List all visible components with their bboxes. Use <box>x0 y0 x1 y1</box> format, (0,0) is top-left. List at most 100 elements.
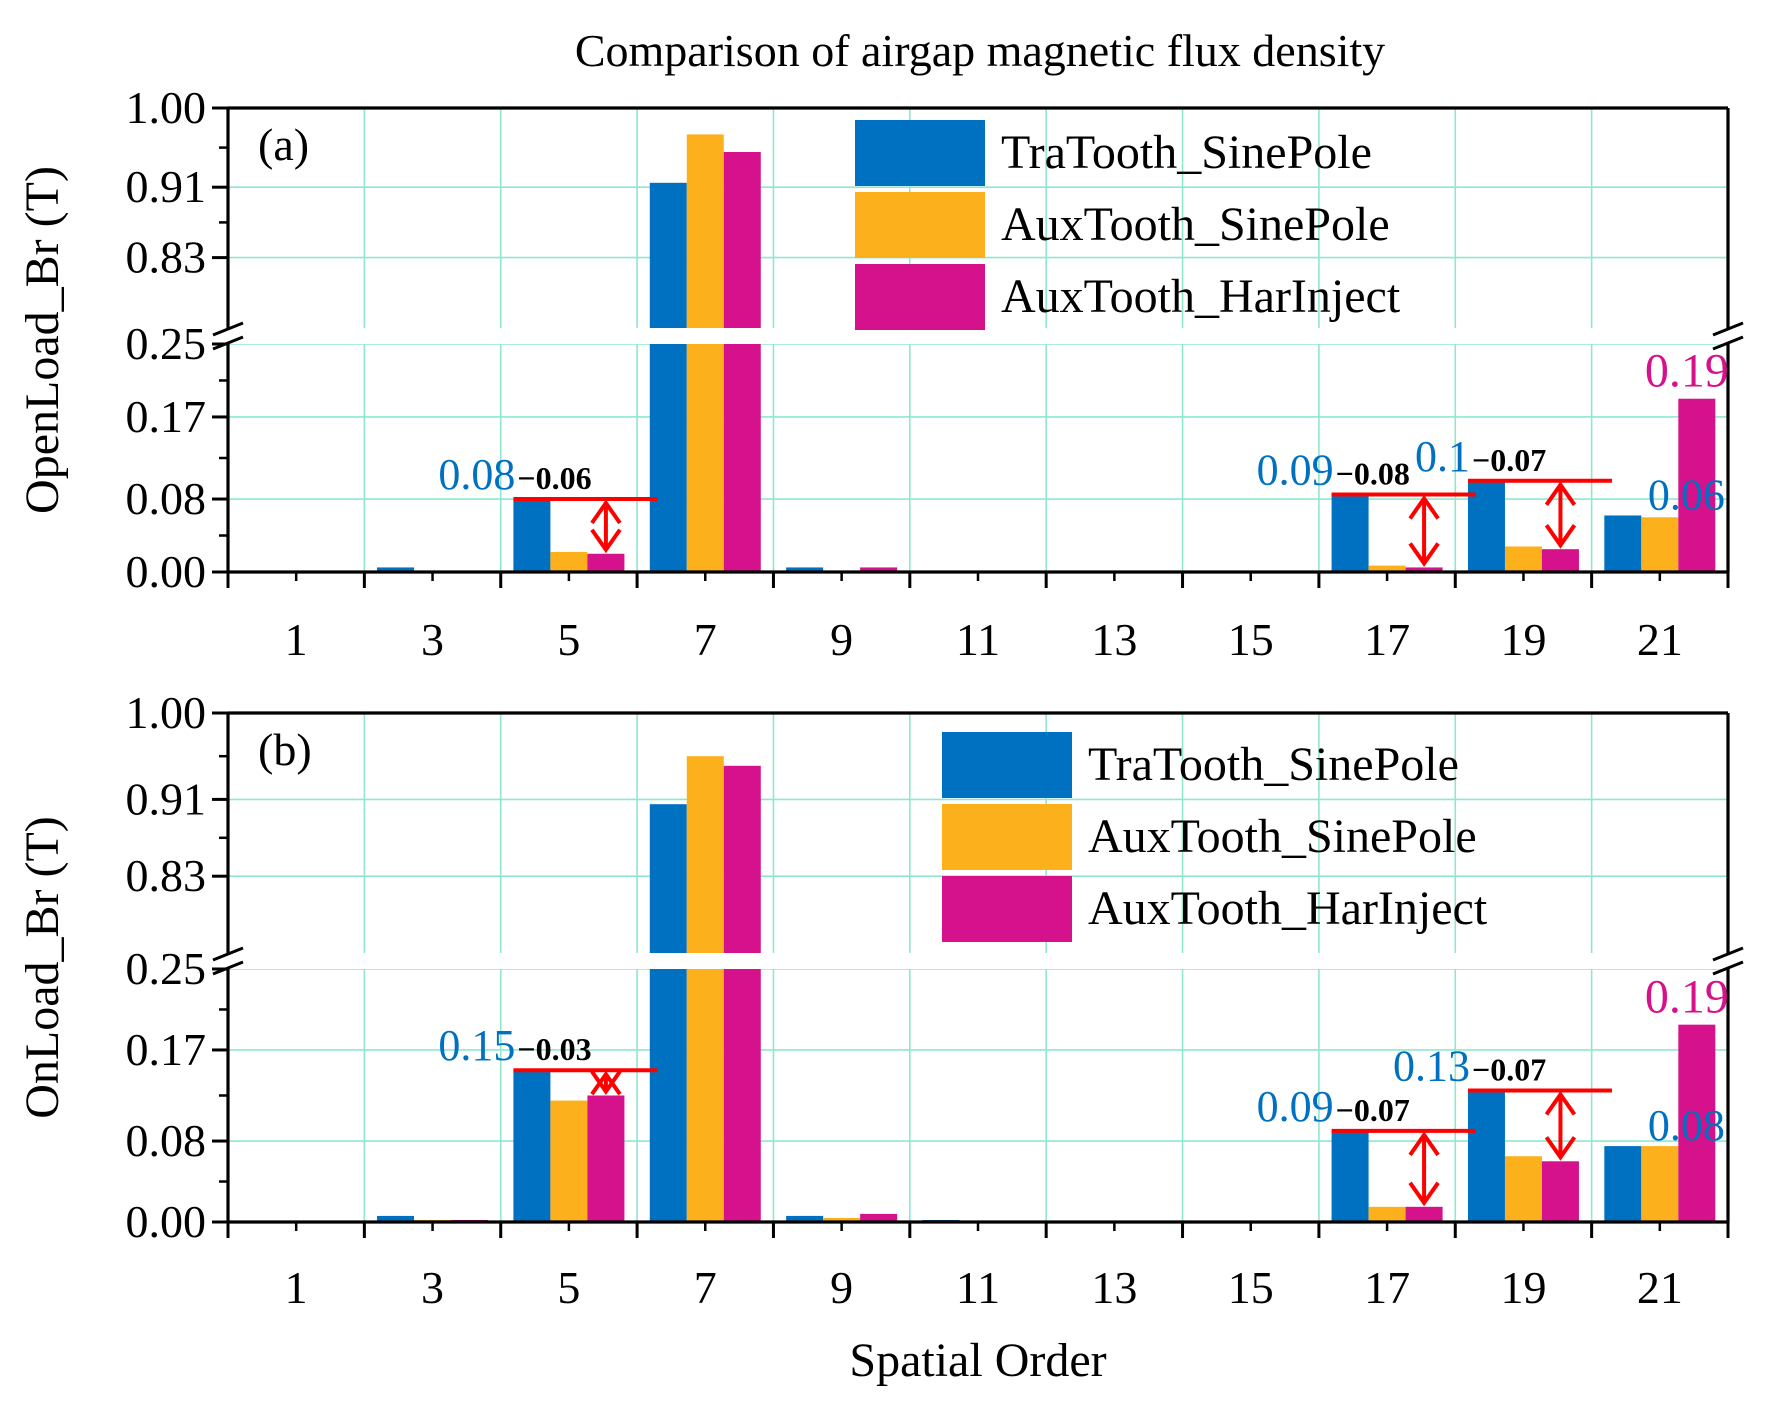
legend-swatch-TraTooth_SinePole <box>855 120 985 186</box>
y-tick-label: 0.08 <box>126 1115 207 1166</box>
bar-TraTooth_SinePole-order-3 <box>377 567 415 572</box>
legend-swatch-AuxTooth_SinePole <box>942 804 1072 870</box>
y-tick-label: 1.00 <box>126 687 207 738</box>
annotation-value: 0.1 <box>1415 432 1470 481</box>
bar-TraTooth_SinePole-order-5 <box>513 1070 551 1222</box>
bar-TraTooth_SinePole-order-21 <box>1604 1146 1642 1222</box>
axes: 1 3 5 7 9 11 13 15 17 19 210.000.080.170.250.830.9… <box>126 687 1730 1313</box>
legend-label: TraTooth_SinePole <box>1088 738 1459 791</box>
annotation-delta: −0.07 <box>1472 1051 1546 1087</box>
bar-AuxTooth_HarInject-order-21 <box>1678 1024 1716 1222</box>
bar-AuxTooth_HarInject-order-5 <box>587 1095 625 1222</box>
x-tick-label: 11 <box>956 614 1000 665</box>
annotation-delta: −0.06 <box>517 460 591 496</box>
arrow-head-up <box>590 499 622 525</box>
y-tick-label: 0.00 <box>126 1196 207 1247</box>
x-tick-label: 13 <box>1091 1262 1137 1313</box>
figure-title: Comparison of airgap magnetic flux densi… <box>575 25 1385 76</box>
x-tick-label: 7 <box>694 614 717 665</box>
bar-AuxTooth_HarInject-order-19 <box>1541 549 1579 572</box>
bar-TraTooth_SinePole-order-17 <box>1331 494 1369 572</box>
arrow-head-up <box>1408 494 1440 520</box>
y-tick-label: 0.17 <box>126 391 207 442</box>
x-tick-label: 5 <box>557 614 580 665</box>
x-axis-label: Spatial Order <box>849 1334 1106 1387</box>
axis-break-mark <box>212 946 244 962</box>
axis-break-gap <box>208 328 1748 344</box>
y-tick-label: 1.00 <box>126 82 207 133</box>
bar-AuxTooth_SinePole-order-17 <box>1368 565 1406 572</box>
x-tick-label: 9 <box>830 614 853 665</box>
bar-TraTooth_SinePole-order-7 <box>649 804 687 1222</box>
y-tick-label: 0.83 <box>126 232 207 283</box>
arrow-head-up <box>1408 1131 1440 1157</box>
axis-break-mark <box>1712 960 1744 976</box>
bar-AuxTooth_SinePole-order-7 <box>686 756 724 1222</box>
legend-label: AuxTooth_HarInject <box>1088 882 1488 935</box>
x-tick-label: 3 <box>421 1262 444 1313</box>
x-tick-label: 9 <box>830 1262 853 1313</box>
bars <box>377 756 1716 1222</box>
legend-label: AuxTooth_SinePole <box>1001 198 1390 251</box>
bar-AuxTooth_HarInject-order-7 <box>723 152 761 572</box>
annotation-value: 0.15 <box>438 1021 515 1070</box>
bar-AuxTooth_SinePole-order-21 <box>1641 517 1679 572</box>
y-tick-label: 0.91 <box>126 161 207 212</box>
x-tick-label: 19 <box>1500 614 1546 665</box>
x-tick-label: 15 <box>1228 1262 1274 1313</box>
arrow-head-up <box>590 1070 622 1096</box>
x-tick-label: 5 <box>557 1262 580 1313</box>
annotation-value: 0.06 <box>1648 470 1725 519</box>
x-tick-label: 3 <box>421 614 444 665</box>
axis-break-mark <box>1712 321 1744 337</box>
arrow-head-down <box>1544 524 1577 549</box>
arrow-head-up <box>1544 481 1577 506</box>
bar-AuxTooth_HarInject-order-9 <box>860 567 898 572</box>
x-tick-label: 1 <box>285 614 308 665</box>
y-tick-label: 0.91 <box>126 773 207 824</box>
annotation-value: 0.08 <box>438 450 515 499</box>
y-tick-label: 0.83 <box>126 850 207 901</box>
legend-swatch-AuxTooth_HarInject <box>855 264 985 330</box>
y-tick-label: 0.17 <box>126 1024 207 1075</box>
legend: TraTooth_SinePole AuxTooth_SinePole AuxToo… <box>942 732 1488 942</box>
x-tick-label: 13 <box>1091 614 1137 665</box>
legend-label: AuxTooth_SinePole <box>1088 810 1477 863</box>
annotation-delta: −0.07 <box>1472 442 1546 478</box>
arrow-head-down <box>590 1070 622 1095</box>
bars <box>377 134 1716 573</box>
axis-break-gap <box>208 953 1748 969</box>
bar-AuxTooth_HarInject-order-5 <box>587 553 625 572</box>
arrow-head-down <box>1544 1136 1577 1161</box>
annotation-value: 0.09 <box>1257 445 1334 494</box>
bar-TraTooth_SinePole-order-3 <box>377 1215 415 1222</box>
legend: TraTooth_SinePole AuxTooth_SinePole AuxToo… <box>855 120 1401 330</box>
x-tick-label: 21 <box>1637 1262 1683 1313</box>
bar-TraTooth_SinePole-order-5 <box>513 499 551 572</box>
y-tick-label: 0.25 <box>126 318 207 369</box>
x-tick-label: 1 <box>285 1262 308 1313</box>
axis-break-mark <box>1712 946 1744 962</box>
bar-AuxTooth_HarInject-order-17 <box>1405 567 1443 572</box>
annotation-delta: −0.03 <box>517 1031 591 1067</box>
panel-label: (b) <box>258 724 312 775</box>
x-tick-label: 21 <box>1637 614 1683 665</box>
arrow-head-down <box>1408 542 1440 567</box>
legend-label: AuxTooth_HarInject <box>1001 270 1401 323</box>
bar-TraTooth_SinePole-order-9 <box>786 1215 824 1222</box>
bar-TraTooth_SinePole-order-19 <box>1467 1090 1505 1222</box>
axis-break-mark <box>1712 335 1744 351</box>
annotation-top-value: 0.19 <box>1645 345 1729 398</box>
panel-a: 1 3 5 7 9 11 13 15 17 19 210.000.080.170.250.830.9… <box>16 82 1748 665</box>
bar-TraTooth_SinePole-order-7 <box>649 182 687 573</box>
y-tick-label: 0.25 <box>126 943 207 994</box>
arrow-head-down <box>1408 1181 1440 1207</box>
bar-AuxTooth_SinePole-order-5 <box>550 551 588 572</box>
y-tick-label: 0.08 <box>126 473 207 524</box>
annotation-value: 0.09 <box>1257 1082 1334 1131</box>
annotation-value: 0.08 <box>1648 1101 1725 1150</box>
bar-AuxTooth_SinePole-order-7 <box>686 134 724 572</box>
bar-AuxTooth_HarInject-order-9 <box>860 1213 898 1222</box>
